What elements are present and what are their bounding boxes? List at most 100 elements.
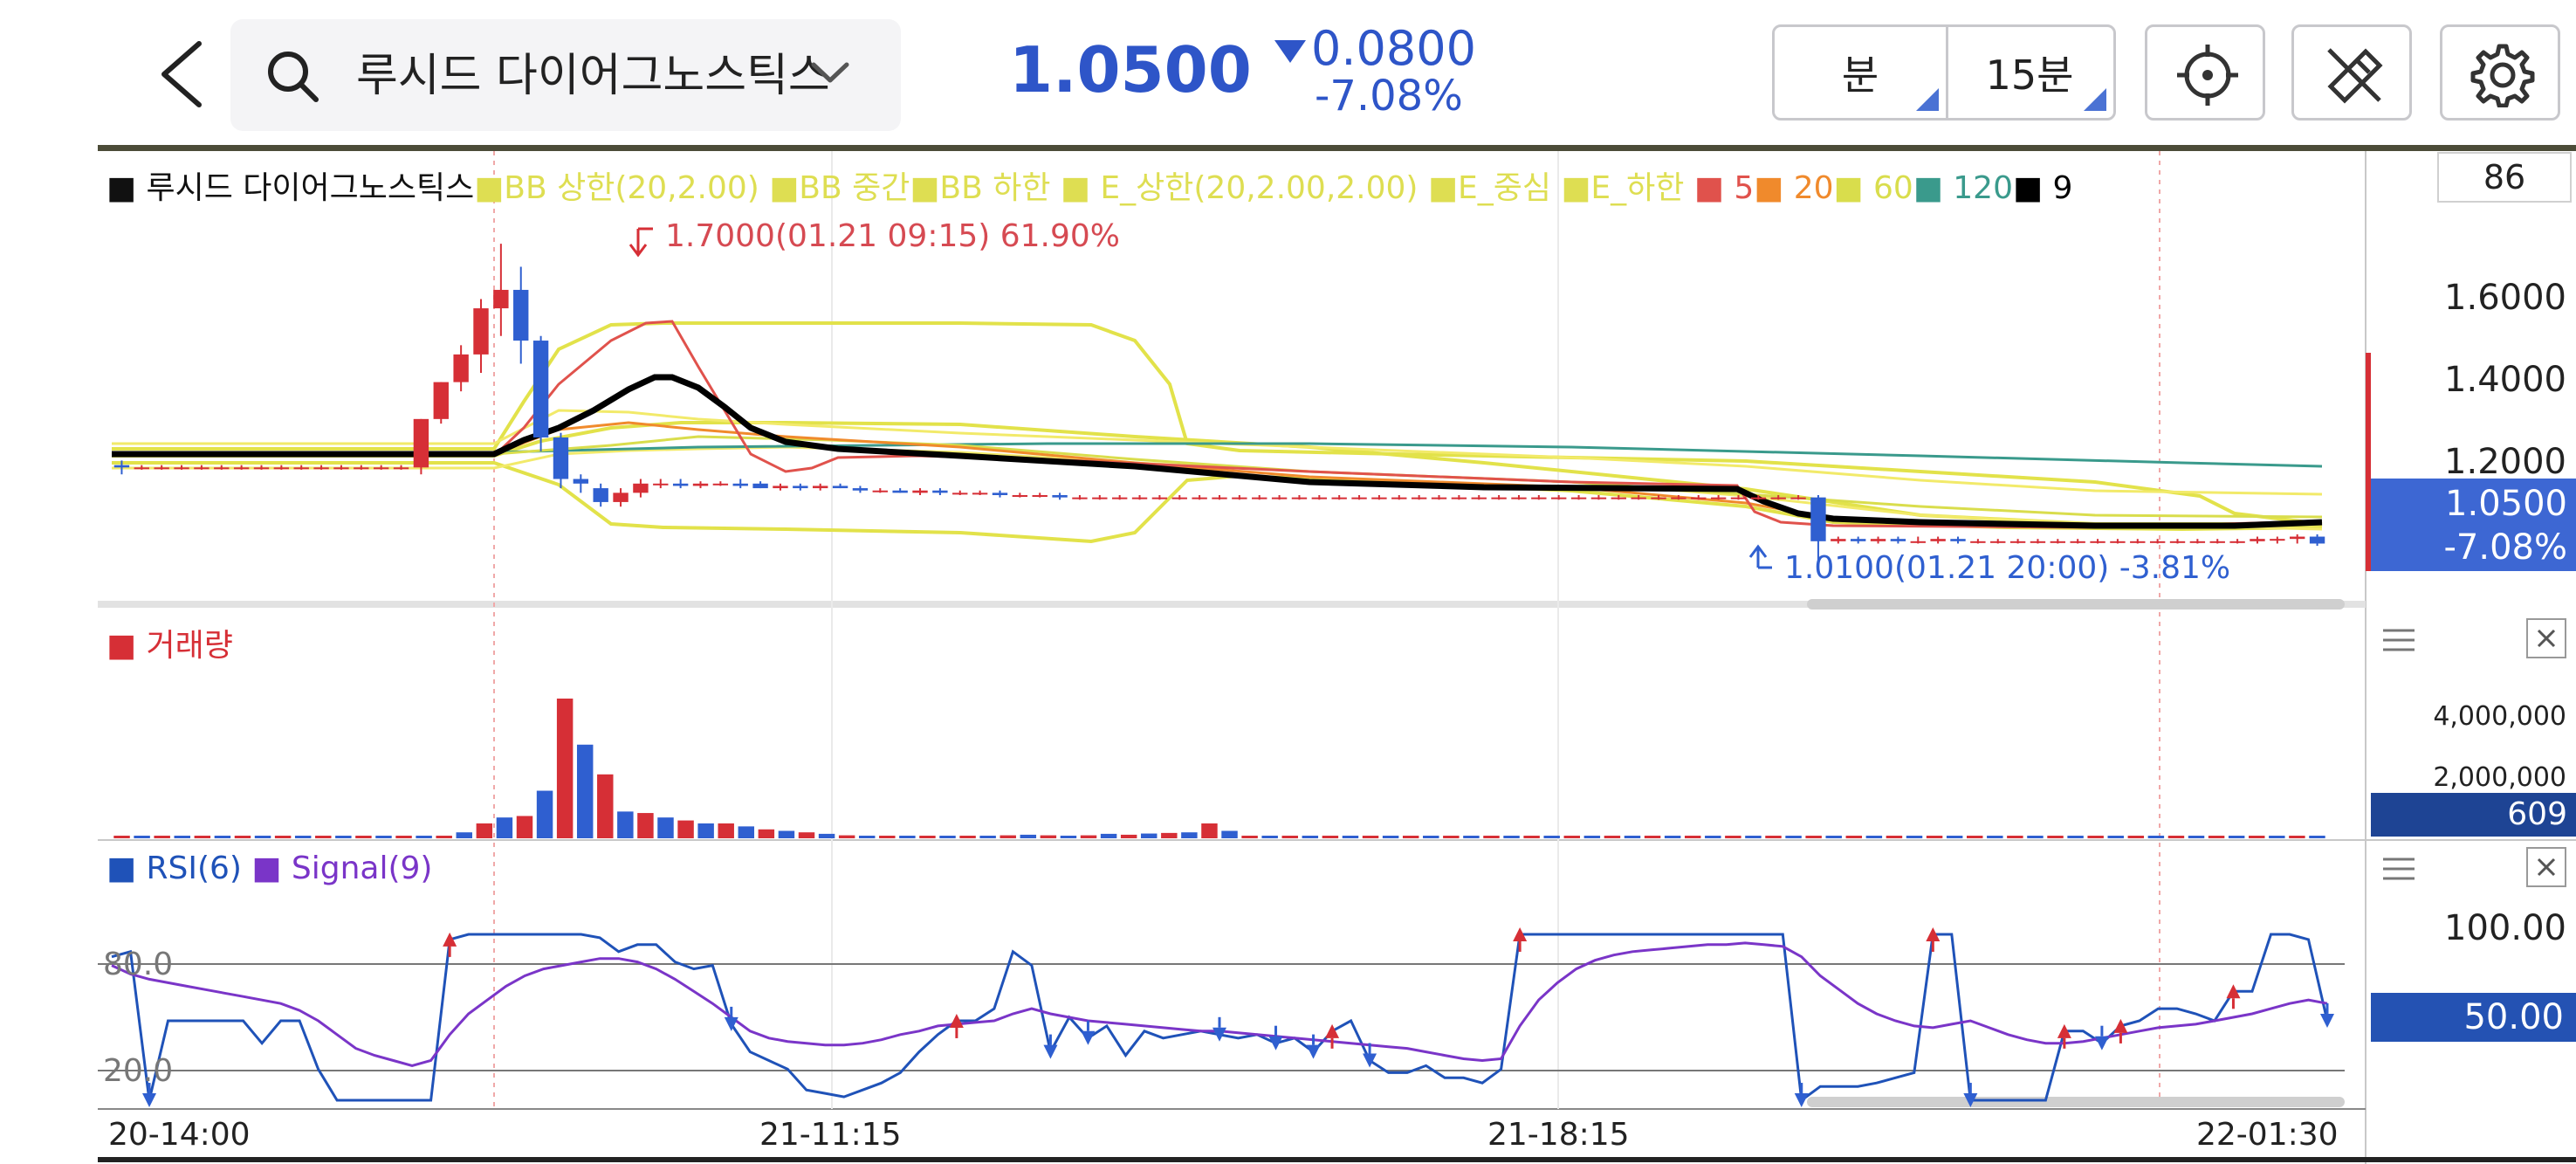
price-top-box: 86	[2437, 152, 2572, 203]
rsi-signal-markers	[142, 926, 2334, 1108]
volume-bar	[2127, 836, 2145, 838]
volume-bar	[1382, 836, 1399, 838]
current-rsi-tag: 50.00	[2371, 993, 2576, 1042]
high-annotation: 1.7000(01.21 09:15) 61.90%	[665, 218, 1120, 254]
volume-bar	[1563, 836, 1581, 838]
legend-ma120[interactable]: ■ 120	[1913, 170, 2013, 206]
chevron-down-icon[interactable]	[808, 56, 852, 91]
volume-bar	[375, 836, 392, 838]
legend-bb-upper[interactable]: ■BB 상한(20,2.00)	[474, 170, 759, 206]
chevron-left-icon	[161, 41, 202, 107]
buy-arrow-icon	[1325, 1023, 1340, 1038]
rsi-close-button[interactable]	[2526, 847, 2566, 887]
volume-bar	[718, 823, 734, 838]
ma9-line	[112, 374, 2323, 529]
candle-body	[253, 467, 270, 470]
volume-bar	[2007, 836, 2023, 838]
volume-bar	[1221, 830, 1238, 838]
stock-search-box[interactable]	[230, 19, 901, 131]
back-button[interactable]	[148, 35, 218, 114]
candle-body	[2110, 541, 2126, 543]
candle-body	[972, 492, 988, 495]
candle-body	[2030, 541, 2046, 543]
candle-body	[1331, 497, 1347, 499]
candle-body	[1471, 497, 1487, 499]
settings-button[interactable]	[2440, 24, 2560, 121]
period-unit-button[interactable]: 분	[1775, 27, 1948, 118]
period-unit-label: 분	[1841, 52, 1879, 99]
stock-name[interactable]: 루시드 다이어그노스틱스	[356, 50, 830, 102]
volume-bar	[234, 836, 251, 838]
volume-bar	[1181, 832, 1198, 838]
candle-body	[712, 483, 729, 486]
candle-body	[1870, 539, 1886, 541]
volume-bar	[436, 836, 452, 838]
volume-bar	[1644, 836, 1661, 838]
sell-arrow-icon	[142, 1093, 157, 1108]
candle-body	[373, 467, 389, 470]
legend-ma20[interactable]: ■ 20	[1754, 170, 1834, 206]
candle-body	[752, 483, 768, 489]
candle-body	[1531, 497, 1547, 499]
indicator-overlays	[112, 320, 2323, 544]
legend-ma9[interactable]: ■ 9	[2013, 170, 2073, 206]
price-change: 0.0800	[1311, 21, 1476, 76]
volume-legend[interactable]: ■ 거래량	[106, 628, 233, 664]
volume-tick: 2,000,000	[2433, 762, 2566, 793]
price-scrollbar[interactable]	[1807, 599, 2345, 610]
candle-body	[912, 490, 928, 493]
period-value-button[interactable]: 15분	[1946, 27, 2113, 118]
legend-bb-mid[interactable]: ■BB 중간	[769, 170, 910, 206]
legend-signal[interactable]: ■ Signal(9)	[251, 851, 433, 886]
volume-bar	[1987, 836, 2003, 838]
legend-env-lower[interactable]: ■E_하한	[1561, 170, 1685, 206]
volume-bar	[2087, 836, 2104, 838]
candle-body	[1271, 497, 1288, 499]
legend-env-mid[interactable]: ■E_중심	[1427, 170, 1551, 206]
legend-bb-lower[interactable]: ■BB 하한	[910, 170, 1051, 206]
candle-body	[473, 308, 489, 355]
bb-lower-line	[112, 461, 2323, 544]
rsi-menu-icon[interactable]	[2381, 854, 2416, 884]
legend-ma5[interactable]: ■ 5	[1693, 170, 1755, 206]
volume-bar	[214, 836, 231, 838]
legend-ma60[interactable]: ■ 60	[1833, 170, 1913, 206]
candle-body	[593, 488, 608, 502]
candle-body	[1171, 497, 1187, 499]
candle-body	[513, 289, 529, 341]
volume-close-button[interactable]	[2526, 618, 2566, 658]
volume-bar	[1503, 836, 1520, 838]
volume-bar	[838, 835, 855, 838]
volume-bar	[1825, 836, 1842, 838]
legend-rsi[interactable]: ■ RSI(6)	[106, 851, 242, 886]
search-icon[interactable]	[262, 45, 323, 107]
volume-bar	[1926, 836, 1943, 838]
candle-body	[1252, 497, 1267, 499]
drawing-tools-button[interactable]	[2291, 24, 2412, 121]
volume-bar	[1966, 836, 1983, 838]
volume-bar	[2249, 836, 2265, 838]
candle-body	[2189, 541, 2206, 543]
volume-bar	[657, 817, 674, 838]
candle-body	[1111, 497, 1128, 499]
legend-env-upper[interactable]: ■ E_상한(20,2.00,2.00)	[1060, 170, 1419, 206]
crosshair-button[interactable]	[2145, 24, 2265, 121]
period-value-label: 15분	[1985, 52, 2074, 99]
rsi-scrollbar[interactable]	[1807, 1097, 2345, 1107]
candle-body	[1850, 539, 1866, 541]
volume-bar	[194, 836, 211, 838]
dropdown-corner-icon	[2084, 88, 2106, 111]
legend-stock[interactable]: ■ 루시드 다이어그노스틱스	[106, 170, 475, 206]
volume-bar	[979, 836, 996, 838]
volume-bar	[1684, 836, 1701, 838]
candle-body	[1910, 541, 1926, 543]
volume-menu-icon[interactable]	[2381, 625, 2416, 655]
dropdown-corner-icon	[1916, 88, 1939, 111]
candle-body	[1192, 497, 1207, 499]
candle-body	[313, 467, 329, 470]
volume-bar	[274, 836, 292, 838]
candle-body	[2149, 541, 2166, 543]
candle-body	[1710, 497, 1727, 499]
time-tick: 20-14:00	[108, 1117, 251, 1153]
